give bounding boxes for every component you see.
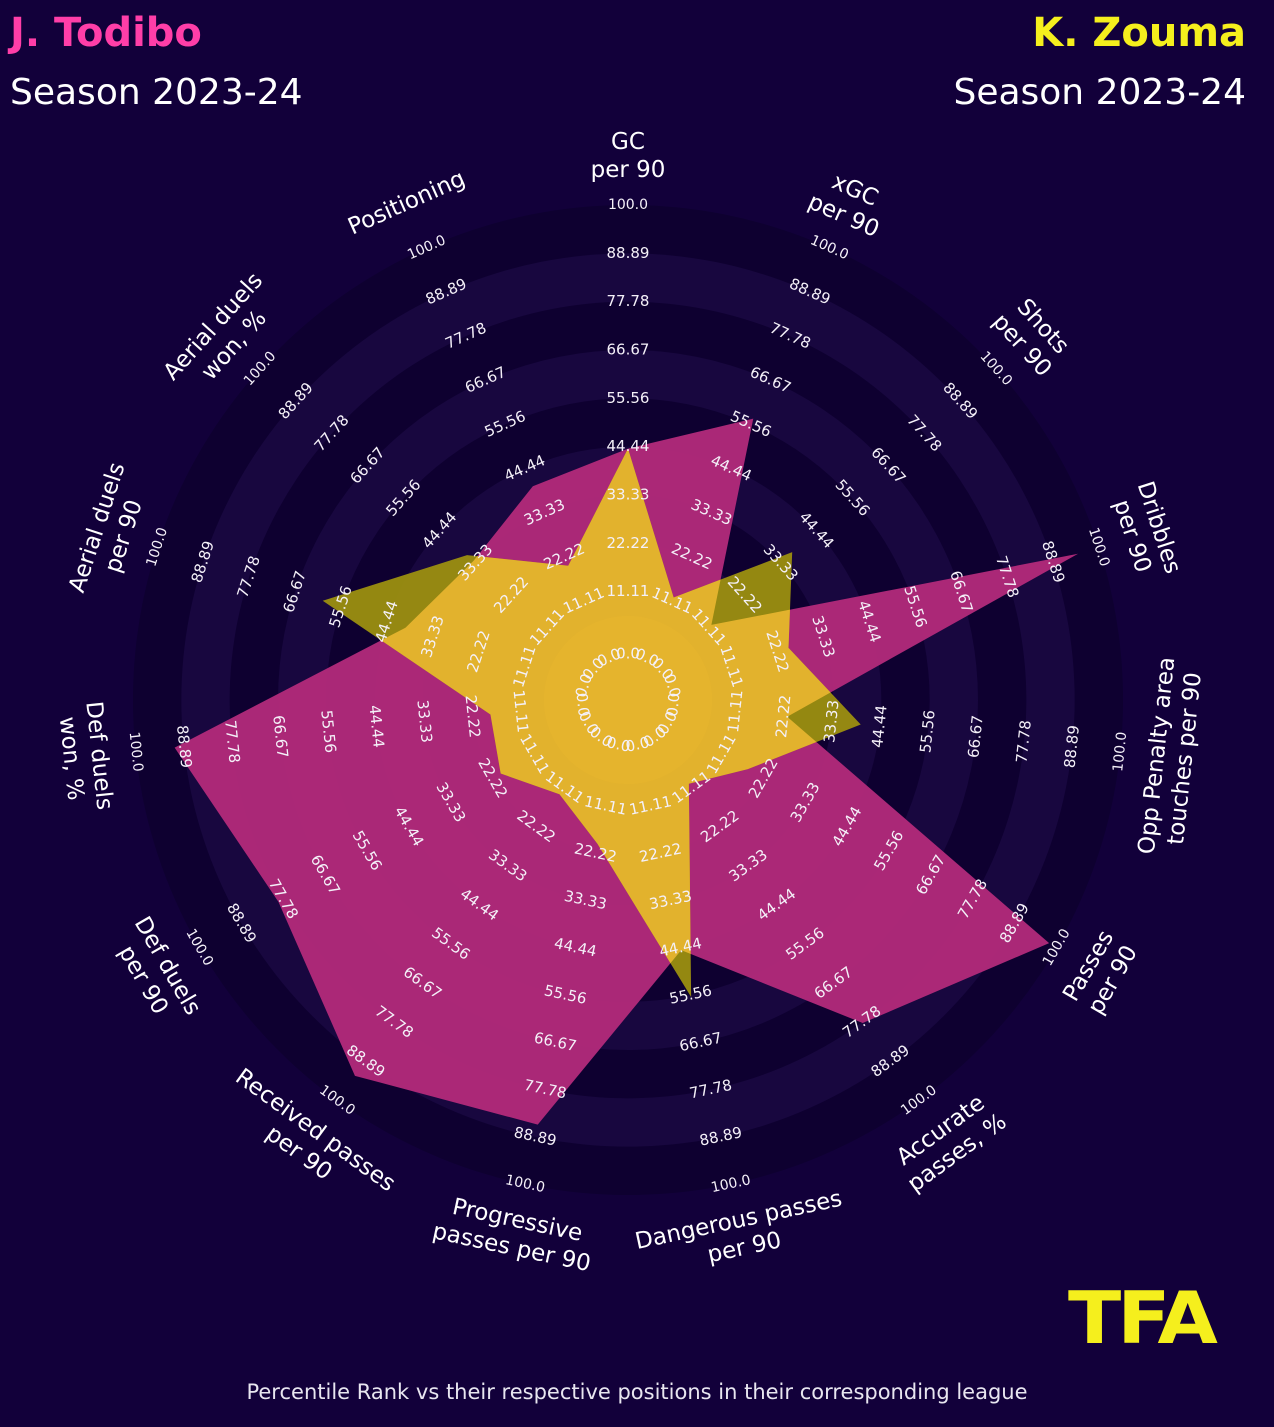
ring-value-label: 11.11 — [607, 582, 650, 600]
ring-value-label: 100.0 — [1110, 731, 1130, 773]
axis-label: Dribblesper 90 — [1105, 478, 1186, 585]
ring-value-label: 55.56 — [317, 709, 339, 754]
ring-value-label: 22.22 — [461, 694, 483, 739]
player1-season: Season 2023-24 — [10, 72, 303, 113]
ring-value-label: 11.11 — [510, 689, 532, 734]
ring-value-label: 44.44 — [365, 704, 387, 749]
ring-value-label: 55.56 — [607, 389, 650, 407]
player2-name: K. Zouma — [1032, 10, 1246, 56]
ring-value-label: 88.89 — [1061, 724, 1083, 769]
ring-value-label: 0.0 — [616, 645, 640, 663]
axis-label: xGCper 90 — [804, 163, 894, 243]
ring-value-label: 66.67 — [269, 714, 291, 759]
ring-value-label: 0.0 — [605, 733, 632, 756]
ring-value-label: 0.0 — [573, 692, 593, 718]
ring-value-label: 66.67 — [964, 714, 986, 759]
player1-name: J. Todibo — [10, 10, 202, 56]
axis-label: Positioning — [344, 166, 469, 241]
axis-label: Def duelswon, % — [52, 700, 117, 814]
ring-value-label: 77.78 — [221, 719, 243, 764]
ring-value-label: 44.44 — [868, 704, 890, 749]
radar-center-fill — [543, 615, 713, 785]
axis-label: Dangerous passesper 90 — [633, 1186, 850, 1283]
ring-value-label: 22.22 — [607, 534, 650, 552]
ring-value-label: 77.78 — [1012, 719, 1034, 764]
ring-value-label: 0.0 — [624, 733, 651, 756]
ring-value-label: 100.0 — [608, 197, 648, 213]
ring-value-label: 22.22 — [772, 694, 794, 739]
ring-value-label: 100.0 — [126, 731, 146, 773]
tfa-logo: TFA — [1068, 1277, 1218, 1361]
ring-value-label: 77.78 — [607, 292, 650, 310]
axis-label: Aerial duelsper 90 — [64, 459, 157, 604]
ring-value-label: 55.56 — [916, 709, 938, 754]
footnote: Percentile Rank vs their respective posi… — [246, 1380, 1028, 1404]
axis-label: Passesper 90 — [1058, 926, 1143, 1020]
ring-value-label: 88.89 — [607, 244, 650, 262]
axis-label: Opp Penalty areatouches per 90 — [1134, 656, 1208, 859]
ring-value-label: 66.67 — [607, 341, 650, 359]
player2-season: Season 2023-24 — [953, 72, 1246, 113]
ring-value-label: 33.33 — [607, 486, 650, 504]
ring-value-label: 0.0 — [663, 692, 683, 718]
ring-value-label: 11.11 — [724, 689, 746, 734]
ring-value-label: 88.89 — [173, 724, 195, 769]
ring-value-label: 33.33 — [413, 699, 435, 744]
axis-label: GC per 90 — [591, 129, 666, 183]
axis-label: Progressivepasses per 90 — [430, 1191, 599, 1277]
ring-value-label: 33.33 — [820, 699, 842, 744]
ring-value-label: 44.44 — [607, 437, 650, 455]
